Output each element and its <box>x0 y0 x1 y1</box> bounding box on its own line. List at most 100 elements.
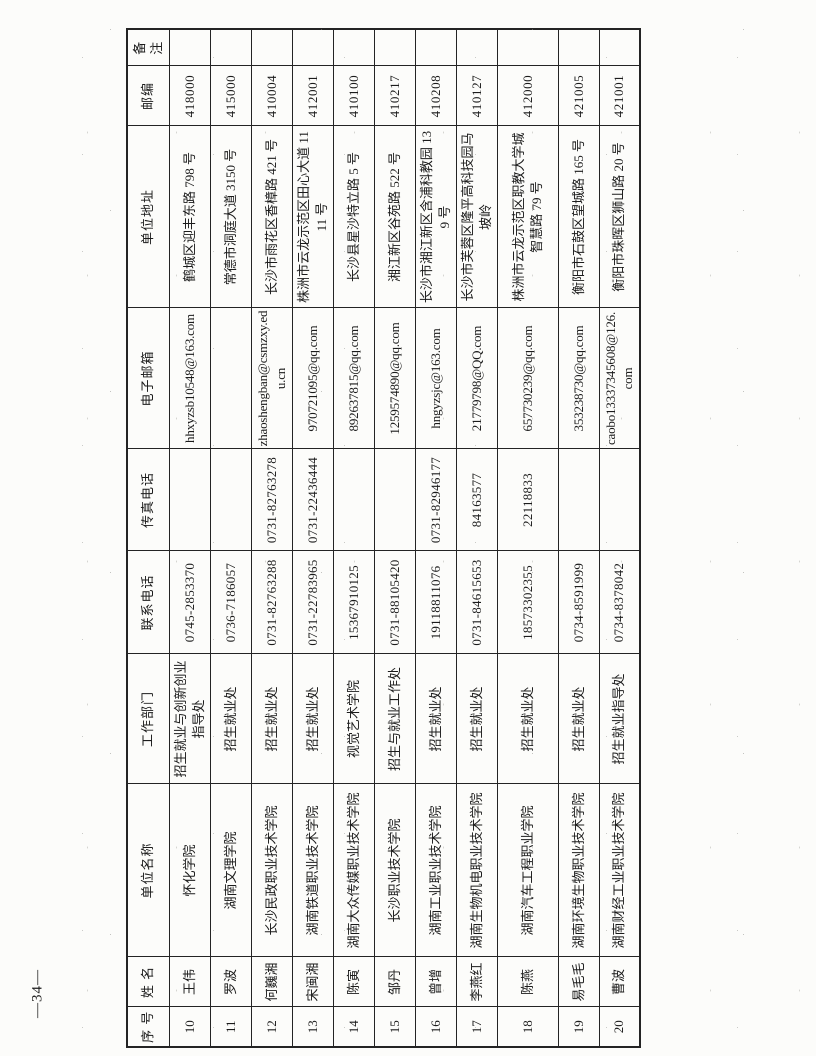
cell-index: 10 <box>169 1007 210 1047</box>
cell-address: 株洲市云龙示范区职教大学城智慧路 79 号 <box>497 126 558 308</box>
cell-email <box>210 308 251 449</box>
cell-email: 657730239@qq.com <box>497 308 558 449</box>
cell-department: 招生与就业工作处 <box>374 654 415 784</box>
cell-name: 罗波 <box>210 957 251 1007</box>
cell-department: 招生就业处 <box>210 654 251 784</box>
cell-remark <box>599 29 640 66</box>
cell-remark <box>558 29 599 66</box>
cell-index: 14 <box>333 1007 374 1047</box>
cell-email: zhaoshengban@csmzxy.edu.cn <box>251 308 292 449</box>
cell-unit: 湖南文理学院 <box>210 784 251 957</box>
cell-unit: 湖南生物机电职业技术学院 <box>456 784 497 957</box>
cell-unit: 湖南工业职业技术学院 <box>415 784 456 957</box>
table-row: 16 曾增 湖南工业职业技术学院 招生就业处 19118811076 0731-… <box>415 29 456 1047</box>
header-postcode: 邮编 <box>127 66 169 126</box>
header-fax: 传真电话 <box>127 449 169 551</box>
cell-postcode: 421001 <box>599 66 640 126</box>
cell-index: 18 <box>497 1007 558 1047</box>
cell-fax: 0731-82946177 <box>415 449 456 551</box>
cell-address: 常德市洞庭大道 3150 号 <box>210 126 251 308</box>
cell-index: 19 <box>558 1007 599 1047</box>
cell-email: 353238730@qq.com <box>558 308 599 449</box>
cell-department: 招生就业与创新创业指导处 <box>169 654 210 784</box>
cell-remark <box>456 29 497 66</box>
cell-address: 衡阳市珠晖区狮山路 20 号 <box>599 126 640 308</box>
cell-name: 易毛毛 <box>558 957 599 1007</box>
cell-email: caobo13337345608@126.com <box>599 308 640 449</box>
cell-fax: 22118833 <box>497 449 558 551</box>
header-remark: 备 注 <box>127 29 169 66</box>
header-name: 姓 名 <box>127 957 169 1007</box>
cell-address: 衡阳市石鼓区望城路 165 号 <box>558 126 599 308</box>
cell-address: 鹤城区迎丰东路 798 号 <box>169 126 210 308</box>
cell-postcode: 410004 <box>251 66 292 126</box>
cell-email: 892637815@qq.com <box>333 308 374 449</box>
cell-department: 招生就业指导处 <box>599 654 640 784</box>
cell-name: 陈寅 <box>333 957 374 1007</box>
header-phone: 联系电话 <box>127 551 169 654</box>
cell-name: 王伟 <box>169 957 210 1007</box>
cell-index: 17 <box>456 1007 497 1047</box>
cell-postcode: 412001 <box>292 66 333 126</box>
header-unit: 单位名称 <box>127 784 169 957</box>
cell-fax: 0731-22436444 <box>292 449 333 551</box>
cell-unit: 湖南财经工业职业技术学院 <box>599 784 640 957</box>
cell-address: 长沙市雨花区香樟路 421 号 <box>251 126 292 308</box>
table-row: 10 王伟 怀化学院 招生就业与创新创业指导处 0745-2853370 hhx… <box>169 29 210 1047</box>
cell-phone: 0734-8591999 <box>558 551 599 654</box>
cell-remark <box>374 29 415 66</box>
cell-department: 招生就业处 <box>497 654 558 784</box>
cell-phone: 0736-7186057 <box>210 551 251 654</box>
cell-unit: 长沙职业技术学院 <box>374 784 415 957</box>
cell-remark <box>210 29 251 66</box>
cell-index: 20 <box>599 1007 640 1047</box>
cell-fax <box>169 449 210 551</box>
table-row: 12 何巍湘 长沙民政职业技术学院 招生就业处 0731-82763288 07… <box>251 29 292 1047</box>
cell-phone: 15367910125 <box>333 551 374 654</box>
cell-remark <box>292 29 333 66</box>
cell-phone: 0734-8378042 <box>599 551 640 654</box>
cell-name: 邹丹 <box>374 957 415 1007</box>
cell-name: 宋闽湘 <box>292 957 333 1007</box>
cell-unit: 怀化学院 <box>169 784 210 957</box>
cell-department: 招生就业处 <box>558 654 599 784</box>
header-index: 序 号 <box>127 1007 169 1047</box>
cell-postcode: 415000 <box>210 66 251 126</box>
cell-postcode: 412000 <box>497 66 558 126</box>
cell-email: 970721095@qq.com <box>292 308 333 449</box>
cell-unit: 湖南铁道职业技术学院 <box>292 784 333 957</box>
cell-index: 13 <box>292 1007 333 1047</box>
cell-phone: 0731-82763288 <box>251 551 292 654</box>
cell-name: 陈燕 <box>497 957 558 1007</box>
cell-remark <box>169 29 210 66</box>
cell-department: 招生就业处 <box>415 654 456 784</box>
cell-phone: 18573302355 <box>497 551 558 654</box>
cell-phone: 0731-88105420 <box>374 551 415 654</box>
cell-phone: 19118811076 <box>415 551 456 654</box>
cell-name: 何巍湘 <box>251 957 292 1007</box>
cell-name: 曾增 <box>415 957 456 1007</box>
cell-name: 李燕红 <box>456 957 497 1007</box>
contact-table: 序 号 姓 名 单位名称 工作部门 联系电话 传真电话 电子邮箱 单位地址 邮编… <box>126 28 641 1048</box>
cell-unit: 湖南大众传媒职业技术学院 <box>333 784 374 957</box>
table-row: 17 李燕红 湖南生物机电职业技术学院 招生就业处 0731-84615653 … <box>456 29 497 1047</box>
cell-remark <box>333 29 374 66</box>
cell-address: 湘江新区谷苑路 522 号 <box>374 126 415 308</box>
cell-department: 视觉艺术学院 <box>333 654 374 784</box>
header-address: 单位地址 <box>127 126 169 308</box>
cell-email: 1259574890@qq.com <box>374 308 415 449</box>
cell-fax <box>333 449 374 551</box>
cell-unit: 湖南环境生物职业技术学院 <box>558 784 599 957</box>
cell-email: 21779798@QQ.com <box>456 308 497 449</box>
table-row: 11 罗波 湖南文理学院 招生就业处 0736-7186057 常德市洞庭大道 … <box>210 29 251 1047</box>
cell-address: 株洲市云龙示范区田心大道 1111 号 <box>292 126 333 308</box>
cell-postcode: 410100 <box>333 66 374 126</box>
cell-unit: 湖南汽车工程职业学院 <box>497 784 558 957</box>
cell-name: 曹波 <box>599 957 640 1007</box>
cell-email: hhxyzsb10548@163.com <box>169 308 210 449</box>
cell-unit: 长沙民政职业技术学院 <box>251 784 292 957</box>
cell-index: 15 <box>374 1007 415 1047</box>
table-row: 14 陈寅 湖南大众传媒职业技术学院 视觉艺术学院 15367910125 89… <box>333 29 374 1047</box>
